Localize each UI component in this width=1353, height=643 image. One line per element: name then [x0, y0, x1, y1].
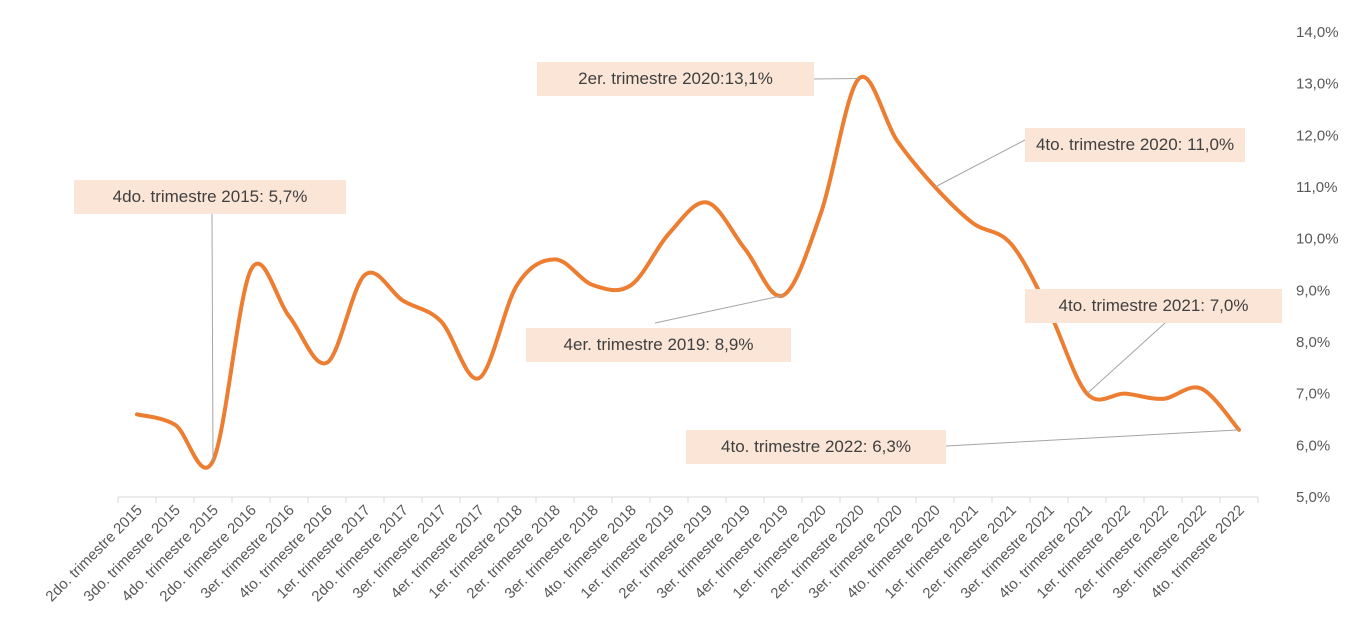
leader-line	[654, 295, 784, 324]
leader-line	[812, 78, 860, 80]
y-tick-label: 6,0%	[1296, 437, 1330, 454]
annotation: 4to. trimestre 2021: 7,0%	[1025, 289, 1282, 323]
leader-line	[934, 139, 1026, 188]
leader-line	[211, 213, 214, 461]
annotation: 4to. trimestre 2022: 6,3%	[686, 430, 946, 464]
y-tick-label: 10,0%	[1296, 231, 1339, 248]
y-tick-label: 5,0%	[1296, 489, 1330, 506]
annotation: 4do. trimestre 2015: 5,7%	[74, 180, 346, 214]
leader-line	[945, 429, 1240, 447]
annotation: 4er. trimestre 2019: 8,9%	[526, 328, 791, 362]
y-tick-label: 14,0%	[1296, 24, 1339, 41]
y-tick-label: 11,0%	[1296, 179, 1337, 196]
y-tick-label: 12,0%	[1296, 127, 1339, 144]
annotation: 2er. trimestre 2020:13,1%	[537, 62, 814, 96]
y-tick-label: 13,0%	[1296, 76, 1339, 93]
y-tick-label: 7,0%	[1296, 386, 1330, 403]
annotation: 4to. trimestre 2020: 11,0%	[1025, 128, 1245, 162]
leader-line	[1086, 322, 1166, 395]
y-tick-label: 8,0%	[1296, 334, 1330, 351]
y-tick-label: 9,0%	[1296, 282, 1330, 299]
